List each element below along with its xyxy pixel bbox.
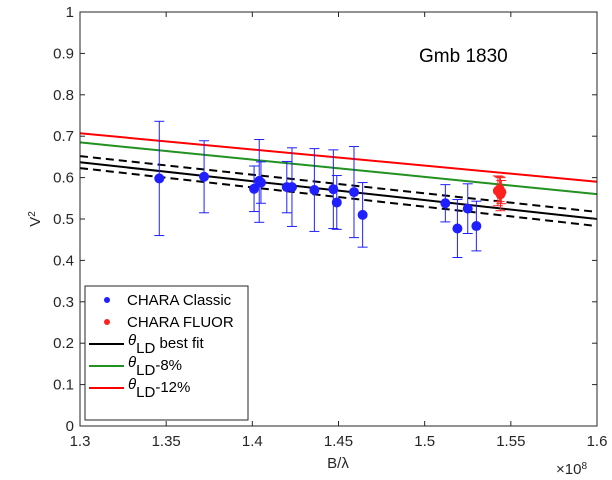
- y-axis-label-base: V: [27, 217, 44, 227]
- data-point: [471, 221, 482, 232]
- data-point: [496, 187, 507, 198]
- legend-label-rest: -12%: [155, 379, 190, 396]
- data-point: [255, 177, 266, 188]
- legend-label-subscript: LD: [136, 340, 155, 357]
- legend-marker: [104, 297, 110, 303]
- legend-label-symbol: θ: [128, 376, 136, 393]
- fit-line: [79, 155, 598, 213]
- y-tick-label: 0.7: [53, 128, 74, 145]
- data-point: [349, 187, 360, 198]
- y-tick-label: 0.9: [53, 45, 74, 62]
- x-tick-label: 1.5: [414, 433, 435, 450]
- data-point: [462, 203, 473, 214]
- axis-ticks: 1.3 1.35 1.4 1.45 1.5 1.55 1.6 0 0.1 0.2 0.3 0.4 0.5…: [53, 4, 607, 450]
- data-points: [154, 120, 507, 259]
- data-point: [309, 185, 320, 196]
- legend-label-symbol: θ: [128, 354, 136, 371]
- x-axis-label: B/λ: [327, 455, 349, 472]
- y-tick-label: 0.3: [53, 294, 74, 311]
- x-tick-label: 1.45: [324, 433, 353, 450]
- legend-label: CHARA FLUOR: [127, 314, 234, 331]
- fit-lines: [79, 132, 598, 228]
- x-axis-multiplier-base: ×10: [556, 461, 581, 478]
- data-point: [440, 198, 451, 209]
- x-tick-label: 1.35: [152, 433, 181, 450]
- y-tick-label: 0.6: [53, 170, 74, 187]
- legend-marker: [104, 319, 110, 325]
- y-tick-label: 0.2: [53, 335, 74, 352]
- data-point: [199, 171, 210, 182]
- fit-line: [79, 167, 598, 228]
- y-tick-label: 0.8: [53, 87, 74, 104]
- fit-line: [79, 132, 598, 183]
- legend-label-symbol: θ: [128, 332, 136, 349]
- x-tick-label: 1.6: [587, 433, 608, 450]
- legend-label: θLD-8%: [128, 354, 182, 379]
- legend-label: θLD best fit: [128, 332, 205, 357]
- legend-label-rest: -8%: [155, 357, 182, 374]
- x-tick-label: 1.3: [70, 433, 91, 450]
- x-axis-multiplier: ×108: [556, 461, 587, 479]
- y-axis-label-superscript: 2: [27, 211, 38, 217]
- y-tick-label: 0.5: [53, 211, 74, 228]
- legend-label-rest: best fit: [155, 335, 204, 352]
- x-axis-multiplier-exponent: 8: [581, 461, 587, 472]
- y-tick-label: 0: [66, 418, 74, 435]
- legend-label-subscript: LD: [136, 362, 155, 379]
- y-tick-label: 1: [66, 4, 74, 21]
- data-point: [249, 183, 260, 194]
- x-tick-label: 1.55: [496, 433, 525, 450]
- legend-label: θLD-12%: [128, 376, 190, 401]
- y-tick-label: 0.4: [53, 252, 74, 269]
- y-tick-label: 0.1: [53, 377, 74, 394]
- data-point: [357, 209, 368, 220]
- data-point: [331, 197, 342, 208]
- legend-label: CHARA Classic: [127, 292, 232, 309]
- fit-line: [79, 141, 598, 196]
- legend-label-subscript: LD: [136, 384, 155, 401]
- data-point: [286, 182, 297, 193]
- legend-box: [84, 285, 249, 421]
- data-point: [452, 223, 463, 234]
- y-axis-label: V2: [27, 211, 45, 227]
- data-point: [328, 184, 339, 195]
- data-point: [154, 173, 165, 184]
- x-tick-label: 1.4: [242, 433, 263, 450]
- fit-line: [79, 161, 598, 220]
- chart-annotation: Gmb 1830: [419, 46, 508, 67]
